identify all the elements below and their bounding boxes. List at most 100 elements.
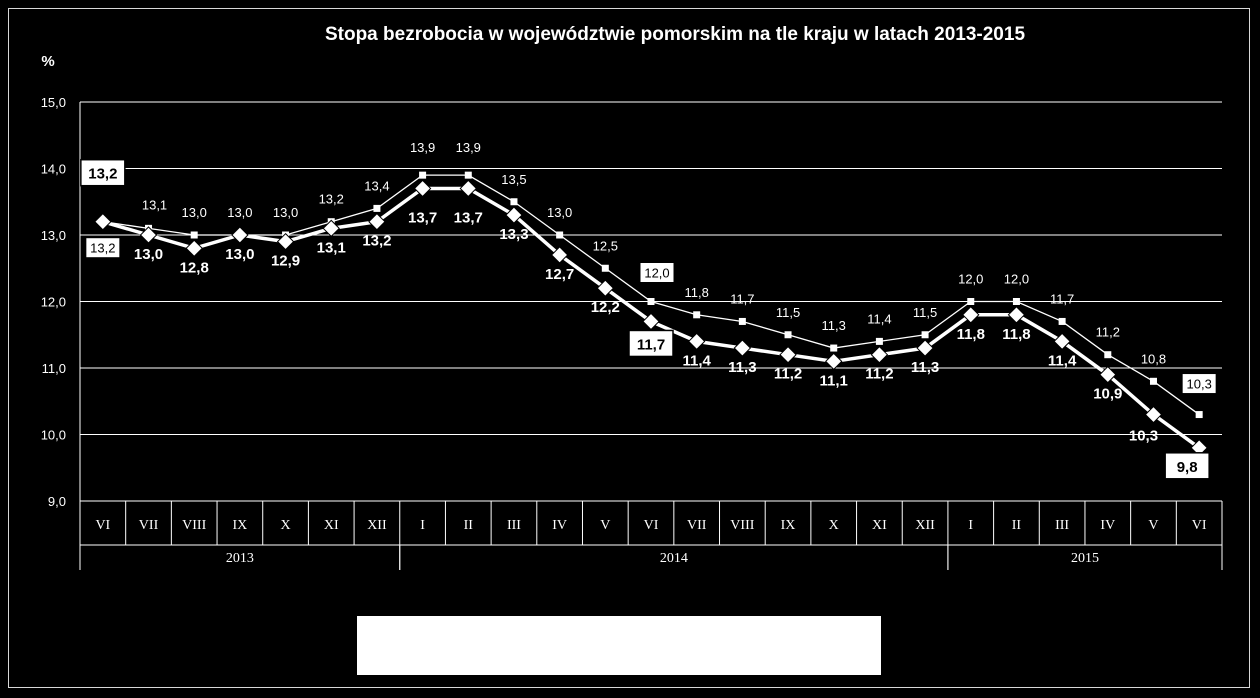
region-data-label: 12,9 <box>271 253 300 270</box>
series-line-country <box>102 174 1200 416</box>
region-data-label: 11,1 <box>820 372 848 389</box>
country-label-box <box>639 262 675 283</box>
country-data-label: 13,0 <box>273 205 298 220</box>
region-data-label: 13,7 <box>408 209 437 226</box>
x-tick-label: VIII <box>730 518 754 533</box>
country-point <box>1058 317 1066 325</box>
country-data-label: 12,5 <box>593 238 618 253</box>
region-point <box>642 312 660 331</box>
country-data-label: 12,0 <box>958 272 983 287</box>
country-data-label: 12,0 <box>1004 272 1029 287</box>
region-data-label: 11,3 <box>728 359 756 376</box>
x-tick-label: VI <box>644 518 659 533</box>
y-tick-label: 10,0 <box>41 428 66 443</box>
country-point <box>784 331 792 339</box>
x-tick-label: IX <box>232 518 247 533</box>
x-tick-label: X <box>280 518 290 533</box>
x-tick-label: I <box>968 518 973 533</box>
country-point <box>1149 377 1157 385</box>
y-tick-label: 13,0 <box>41 228 66 243</box>
region-point <box>185 239 203 258</box>
country-label-box <box>1181 373 1217 395</box>
country-point <box>190 231 198 239</box>
region-data-label: 13,7 <box>454 209 483 226</box>
region-data-label: 13,0 <box>134 246 163 263</box>
x-tick-label: VI <box>95 518 110 533</box>
region-data-label: 10,9 <box>1093 386 1122 403</box>
region-data-label: 13,1 <box>317 239 346 256</box>
country-point <box>875 337 883 345</box>
region-point <box>825 352 843 371</box>
region-data-label: 12,8 <box>180 259 209 276</box>
country-point <box>1104 351 1112 359</box>
region-data-label: 11,4 <box>1048 352 1077 369</box>
region-point <box>459 179 477 198</box>
country-data-label: 13,9 <box>456 140 481 155</box>
region-data-label: 12,2 <box>591 299 620 316</box>
x-tick-label: XII <box>915 518 935 533</box>
country-data-label: 13,9 <box>410 140 435 155</box>
x-tick-label: II <box>1012 518 1022 533</box>
country-point <box>738 317 746 325</box>
region-point <box>870 345 889 364</box>
region-label-box <box>1164 452 1210 480</box>
country-point <box>601 264 609 272</box>
region-point <box>1053 332 1071 351</box>
region-data-label: 10,3 <box>1129 428 1158 445</box>
region-point <box>596 279 615 297</box>
x-tick-label: IV <box>1100 518 1115 533</box>
y-tick-label: 12,0 <box>41 295 66 310</box>
region-point <box>368 212 386 231</box>
x-tick-label: VII <box>687 518 707 533</box>
y-tick-label: 9,0 <box>48 494 66 509</box>
country-data-label: 11,5 <box>913 305 937 320</box>
region-data-label: 12,7 <box>545 266 574 283</box>
country-point <box>373 204 381 212</box>
x-tick-label: V <box>1148 518 1158 533</box>
x-tick-label: III <box>1055 518 1069 533</box>
chart-frame <box>8 8 1250 688</box>
region-point <box>139 226 158 244</box>
country-point <box>693 311 701 319</box>
country-data-label: 13,0 <box>227 205 252 220</box>
region-point <box>1007 306 1026 324</box>
year-label: 2015 <box>1071 551 1099 566</box>
region-point <box>916 339 934 357</box>
region-data-label: 11,4 <box>682 352 711 369</box>
country-data-label: 11,8 <box>685 285 709 300</box>
year-label: 2013 <box>226 551 254 566</box>
region-data-label: 11,3 <box>911 359 939 376</box>
axis-layer: 9,010,011,012,013,014,015,0VI VII VIII IX X X… <box>41 95 1223 570</box>
region-data-label: 11,8 <box>1002 326 1030 343</box>
region-point <box>276 232 295 251</box>
x-tick-label: XI <box>324 518 339 533</box>
series-layer <box>94 171 1208 457</box>
country-data-label: 11,7 <box>730 291 754 306</box>
region-point <box>550 246 569 264</box>
x-tick-label: IX <box>781 518 796 533</box>
chart-title: Stopa bezrobocia w województwie pomorski… <box>325 24 1025 45</box>
y-tick-label: 11,0 <box>42 361 66 376</box>
region-point <box>962 306 980 324</box>
country-data-label: 13,2 <box>319 192 344 207</box>
region-data-label: 11,2 <box>774 366 802 383</box>
x-tick-label: X <box>829 518 839 533</box>
country-data-label: 13,4 <box>364 178 389 193</box>
region-label-box <box>80 158 126 187</box>
country-data-label: 11,5 <box>776 305 800 320</box>
region-data-label: 11,7 <box>637 336 665 353</box>
x-tick-label: IV <box>552 518 567 533</box>
country-data-label: 10,8 <box>1141 351 1166 366</box>
country-data-label: 13,2 <box>90 241 115 256</box>
country-data-label: 13,5 <box>501 172 526 187</box>
x-tick-label: III <box>507 518 521 533</box>
country-point <box>921 331 929 339</box>
country-point <box>967 298 975 305</box>
country-point <box>419 171 427 179</box>
region-data-label: 11,8 <box>957 326 985 343</box>
y-axis-unit: % <box>41 53 54 70</box>
region-point <box>1144 405 1163 424</box>
country-point <box>1012 298 1020 305</box>
country-point <box>464 171 472 179</box>
